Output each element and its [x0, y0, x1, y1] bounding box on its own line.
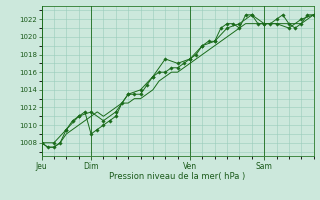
- X-axis label: Pression niveau de la mer( hPa ): Pression niveau de la mer( hPa ): [109, 172, 246, 181]
